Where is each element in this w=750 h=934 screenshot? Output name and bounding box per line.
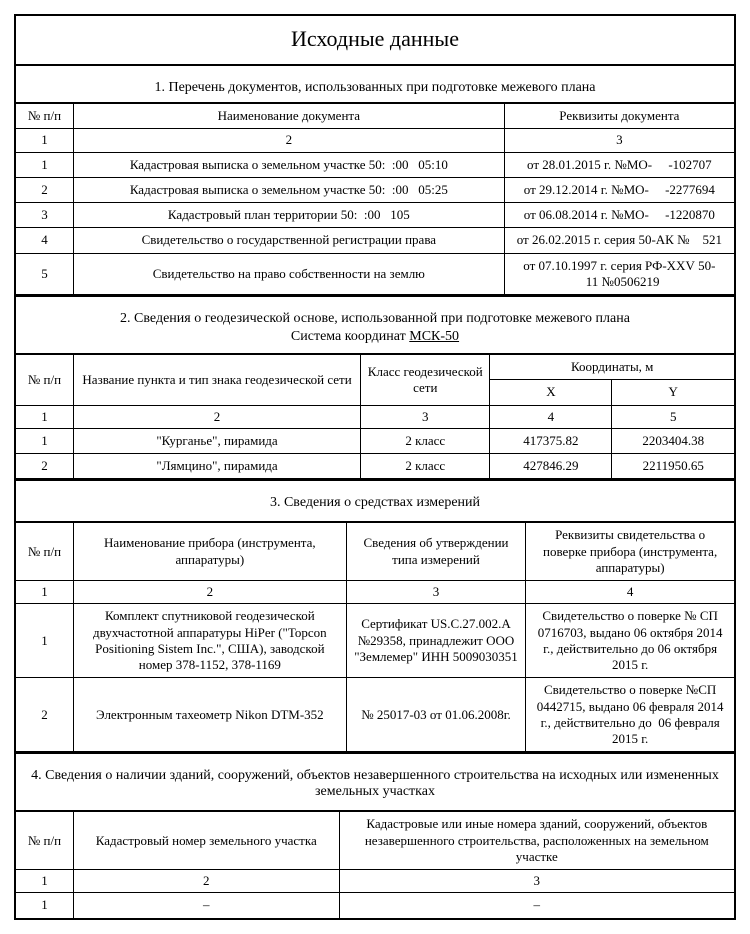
s3-h-num: № п/п xyxy=(16,522,73,580)
s2-sub-e: 5 xyxy=(612,405,734,428)
s2-sub-d: 4 xyxy=(490,405,612,428)
table-cell: от 06.08.2014 г. №МО- -1220870 xyxy=(504,203,734,228)
coord-label: Система координат xyxy=(291,329,409,344)
s4-h-cad: Кадастровый номер земельного участка xyxy=(73,811,339,869)
section4-heading: 4. Сведения о наличии зданий, сооружений… xyxy=(16,754,734,810)
table-cell: от 28.01.2015 г. №МО- -102707 xyxy=(504,152,734,177)
section3-heading: 3. Сведения о средствах измерений xyxy=(16,481,734,521)
s1-sub-a: 1 xyxy=(16,129,73,152)
s2-sub-c: 3 xyxy=(361,405,490,428)
s2-sub-b: 2 xyxy=(73,405,360,428)
table-cell: Кадастровая выписка о земельном участке … xyxy=(73,177,504,202)
table-cell: 2 класс xyxy=(361,428,490,453)
s1-h-num: № п/п xyxy=(16,103,73,129)
s2-h-num: № п/п xyxy=(16,354,73,405)
coord-value: МСК-50 xyxy=(409,329,459,344)
table-cell: Свидетельство о государственной регистра… xyxy=(73,228,504,253)
section2-heading: 2. Сведения о геодезической основе, испо… xyxy=(16,297,734,329)
table-cell: Кадастровая выписка о земельном участке … xyxy=(73,152,504,177)
table-cell: 5 xyxy=(16,253,73,295)
s2-sub-a: 1 xyxy=(16,405,73,428)
table-cell: 2211950.65 xyxy=(612,454,734,479)
s3-sub-d: 4 xyxy=(526,581,734,604)
s3-sub-a: 1 xyxy=(16,581,73,604)
table-cell: 4 xyxy=(16,228,73,253)
s4-h-obj: Кадастровые или иные номера зданий, соор… xyxy=(339,811,734,869)
s2-h-klass: Класс геодезической сети xyxy=(361,354,490,405)
table-cell: 2 класс xyxy=(361,454,490,479)
table-cell: – xyxy=(339,893,734,918)
s3-sub-c: 3 xyxy=(346,581,526,604)
s3-sub-b: 2 xyxy=(73,581,346,604)
section1-table: № п/п Наименование документа Реквизиты д… xyxy=(16,102,734,295)
table-cell: 3 xyxy=(16,203,73,228)
table-cell: 1 xyxy=(16,893,73,918)
s3-h-ver: Реквизиты свидетельства о поверке прибор… xyxy=(526,522,734,580)
table-cell: от 26.02.2015 г. серия 50-АК № 521 xyxy=(504,228,734,253)
s4-sub-b: 2 xyxy=(73,870,339,893)
s1-h-name: Наименование документа xyxy=(73,103,504,129)
s4-sub-c: 3 xyxy=(339,870,734,893)
table-cell: 1 xyxy=(16,604,73,678)
table-cell: от 07.10.1997 г. серия РФ-XXV 50- 11 №05… xyxy=(504,253,734,295)
table-cell: 427846.29 xyxy=(490,454,612,479)
table-cell: 2 xyxy=(16,678,73,752)
s4-sub-a: 1 xyxy=(16,870,73,893)
table-cell: – xyxy=(73,893,339,918)
table-cell: 2 xyxy=(16,454,73,479)
table-cell: Свидетельство о поверке № СП 0716703, вы… xyxy=(526,604,734,678)
table-cell: "Курганье", пирамида xyxy=(73,428,360,453)
s3-h-cert: Сведения об утверждении типа измерений xyxy=(346,522,526,580)
table-cell: Комплект спутниковой геодезической двухч… xyxy=(73,604,346,678)
table-cell: Свидетельство на право собственности на … xyxy=(73,253,504,295)
table-cell: от 29.12.2014 г. №МО- -2277694 xyxy=(504,177,734,202)
section2-table: № п/п Название пункта и тип знака геодез… xyxy=(16,353,734,479)
coord-system: Система координат МСК-50 xyxy=(16,329,734,353)
s2-h-coord: Координаты, м xyxy=(490,354,734,380)
table-cell: Электронным тахеометр Nikon DTM-352 xyxy=(73,678,346,752)
table-cell: Кадастровый план территории 50: :00 105 xyxy=(73,203,504,228)
s2-h-y: Y xyxy=(612,380,734,405)
s3-h-name: Наименование прибора (инструмента, аппар… xyxy=(73,522,346,580)
s1-h-req: Реквизиты документа xyxy=(504,103,734,129)
s1-sub-c: 3 xyxy=(504,129,734,152)
table-cell: 417375.82 xyxy=(490,428,612,453)
table-cell: 2203404.38 xyxy=(612,428,734,453)
s2-h-x: X xyxy=(490,380,612,405)
table-cell: 2 xyxy=(16,177,73,202)
table-cell: № 25017-03 от 01.06.2008г. xyxy=(346,678,526,752)
section4-table: № п/п Кадастровый номер земельного участ… xyxy=(16,810,734,917)
table-cell: Сертификат US.C.27.002.A №29358, принадл… xyxy=(346,604,526,678)
table-cell: 1 xyxy=(16,428,73,453)
page-title: Исходные данные xyxy=(16,16,734,66)
s4-h-num: № п/п xyxy=(16,811,73,869)
section3-table: № п/п Наименование прибора (инструмента,… xyxy=(16,521,734,752)
table-cell: 1 xyxy=(16,152,73,177)
s1-sub-b: 2 xyxy=(73,129,504,152)
table-cell: "Лямцино", пирамида xyxy=(73,454,360,479)
table-cell: Свидетельство о поверке №СП 0442715, выд… xyxy=(526,678,734,752)
s2-h-name: Название пункта и тип знака геодезическо… xyxy=(73,354,360,405)
document-frame: Исходные данные 1. Перечень документов, … xyxy=(14,14,736,920)
section1-heading: 1. Перечень документов, использованных п… xyxy=(16,66,734,102)
